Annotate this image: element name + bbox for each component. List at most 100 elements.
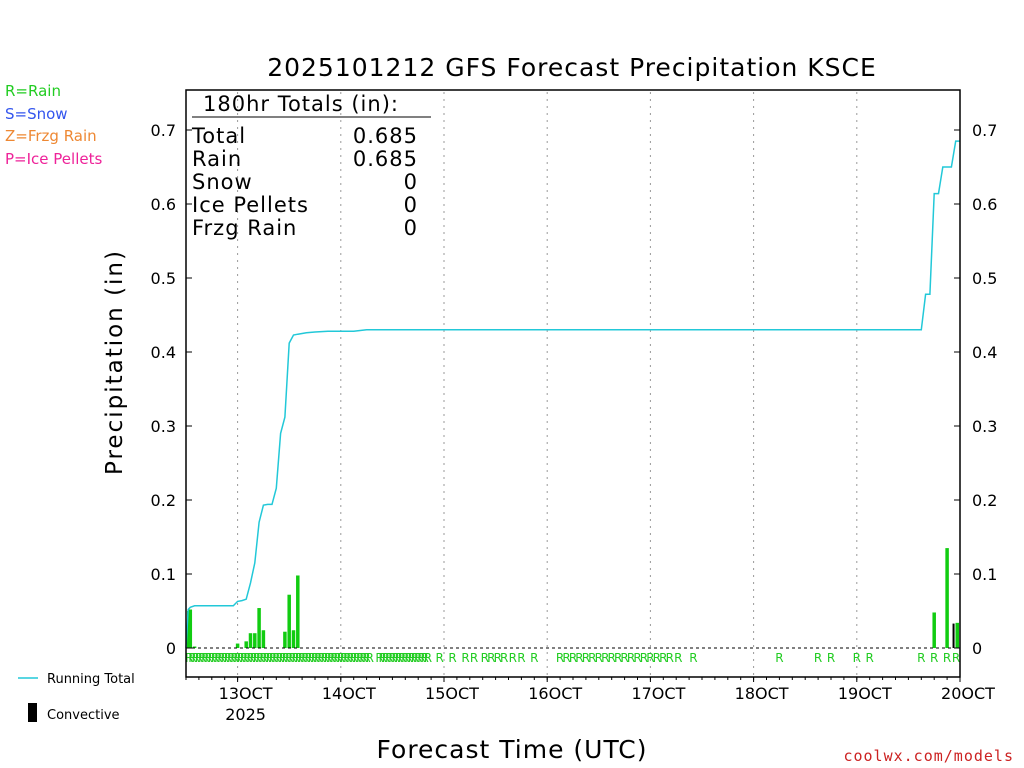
- precip-type-marker: R: [414, 651, 422, 665]
- precip-type-marker: R: [250, 651, 258, 665]
- precip-type-marker: R: [401, 651, 409, 665]
- precip-type-marker: R: [411, 651, 419, 665]
- y-tick-label: 0.5: [151, 269, 176, 288]
- precip-type-marker: R: [500, 651, 508, 665]
- precip-type-marker: R: [214, 651, 222, 665]
- precip-type-marker: R: [308, 651, 316, 665]
- precip-bar: [192, 646, 197, 648]
- convective-bars: [952, 623, 955, 648]
- precip-bar: [261, 630, 266, 648]
- precip-type-marker: R: [395, 651, 403, 665]
- precip-type-marker: R: [379, 651, 387, 665]
- precip-type-marker: R: [952, 651, 960, 665]
- x-tick-label: 13OCT: [219, 684, 273, 703]
- precip-type-marker: R: [185, 651, 193, 665]
- y-axis-left: 0 0.1 0.2 0.3 0.4 0.5 0.6 0.7: [151, 121, 192, 658]
- precip-type-marker: R: [674, 651, 682, 665]
- x-axis-label: Forecast Time (UTC): [377, 735, 648, 764]
- precip-bar: [235, 643, 240, 648]
- x-tick-label: 18OCT: [735, 684, 789, 703]
- precip-type-marker: R: [237, 651, 245, 665]
- precip-type-marker: R: [266, 651, 274, 665]
- precip-type-marker: R: [185, 651, 193, 665]
- precip-type-marker: R: [659, 651, 667, 665]
- precip-type-markers: RRRRRRRRRRRRRRRRRRRRRRRRRRRRRRRRRRRRRRRR…: [185, 651, 960, 665]
- totals-box: 180hr Totals (in): Total 0.685 Rain 0.68…: [191, 92, 431, 240]
- precip-type-marker: R: [417, 651, 425, 665]
- precip-type-marker: R: [943, 651, 951, 665]
- precip-type-marker: R: [385, 651, 393, 665]
- precip-type-marker: R: [201, 651, 209, 665]
- totals-label-rain: Rain: [192, 147, 242, 171]
- x-tick-label: 17OCT: [631, 684, 685, 703]
- y-axis-label: Precipitation (in): [102, 249, 128, 475]
- precip-type-marker: R: [230, 651, 238, 665]
- precip-type-marker: R: [211, 651, 219, 665]
- precip-type-marker: R: [353, 651, 361, 665]
- precip-type-marker: R: [614, 651, 622, 665]
- precip-type-marker: R: [233, 651, 241, 665]
- precip-type-marker: R: [343, 651, 351, 665]
- y-tick-label: 0.1: [151, 565, 176, 584]
- y-axis-right: 0 0.1 0.2 0.3 0.4 0.5 0.6 0.7: [954, 121, 997, 658]
- precip-type-marker: R: [256, 651, 264, 665]
- y-tick-label: 0.2: [151, 491, 176, 510]
- precip-type-marker: R: [282, 651, 290, 665]
- x-tick-label: 15OCT: [425, 684, 479, 703]
- precip-type-marker: R: [404, 651, 412, 665]
- totals-value-snow: 0: [404, 170, 418, 194]
- precip-type-marker: R: [198, 651, 206, 665]
- precip-type-marker: R: [494, 651, 502, 665]
- precip-type-marker: R: [311, 651, 319, 665]
- precip-type-marker: R: [569, 651, 577, 665]
- y-tick-label: 0.2: [972, 491, 997, 510]
- precip-type-marker: R: [204, 651, 212, 665]
- precip-type-marker: R: [272, 651, 280, 665]
- x-tick-label: 19OCT: [838, 684, 892, 703]
- credit-text: coolwx.com/models: [843, 747, 1014, 765]
- precip-type-marker: R: [301, 651, 309, 665]
- convective-bar: [952, 623, 955, 648]
- precip-type-marker: R: [827, 651, 835, 665]
- precip-type-marker: R: [601, 651, 609, 665]
- precip-type-marker: R: [517, 651, 525, 665]
- precip-type-marker: R: [275, 651, 283, 665]
- precip-bar: [257, 608, 261, 648]
- totals-value-ice-pellets: 0: [404, 193, 418, 217]
- precip-type-marker: R: [192, 651, 200, 665]
- y-tick-label: 0.4: [151, 343, 176, 362]
- chart-title: 2025101212 GFS Forecast Precipitation KS…: [267, 53, 877, 82]
- totals-header: 180hr Totals (in):: [203, 92, 399, 116]
- y-tick-label: 0.6: [972, 195, 997, 214]
- precip-type-marker: R: [481, 651, 489, 665]
- precip-type-marker: R: [327, 651, 335, 665]
- x-tick-label: 14OCT: [322, 684, 376, 703]
- precip-type-marker: R: [298, 651, 306, 665]
- x-tick-sublabel: 2025: [225, 705, 266, 724]
- totals-label-snow: Snow: [192, 170, 253, 194]
- precip-type-marker: R: [470, 651, 478, 665]
- precip-type-marker: R: [487, 651, 495, 665]
- precip-type-marker: R: [646, 651, 654, 665]
- precip-type-marker: R: [398, 651, 406, 665]
- y-tick-label: 0.7: [151, 121, 176, 140]
- precip-type-marker: R: [530, 651, 538, 665]
- precip-type-marker: R: [814, 651, 822, 665]
- precip-type-marker: R: [314, 651, 322, 665]
- precip-type-marker: R: [366, 651, 374, 665]
- precip-type-marker: R: [866, 651, 874, 665]
- precip-type-marker: R: [246, 651, 254, 665]
- precip-type-marker: R: [221, 651, 229, 665]
- precip-bar: [188, 609, 193, 648]
- precip-bar: [244, 641, 248, 648]
- precip-type-marker: R: [227, 651, 235, 665]
- precip-type-marker: R: [362, 651, 370, 665]
- y-tick-label: 0: [166, 639, 176, 658]
- precip-type-marker: R: [853, 651, 861, 665]
- precip-bar: [287, 594, 291, 648]
- totals-label-frzg-rain: Frzg Rain: [192, 216, 297, 240]
- legend-frzg-rain: Z=Frzg Rain: [5, 127, 97, 145]
- precip-type-marker: R: [562, 651, 570, 665]
